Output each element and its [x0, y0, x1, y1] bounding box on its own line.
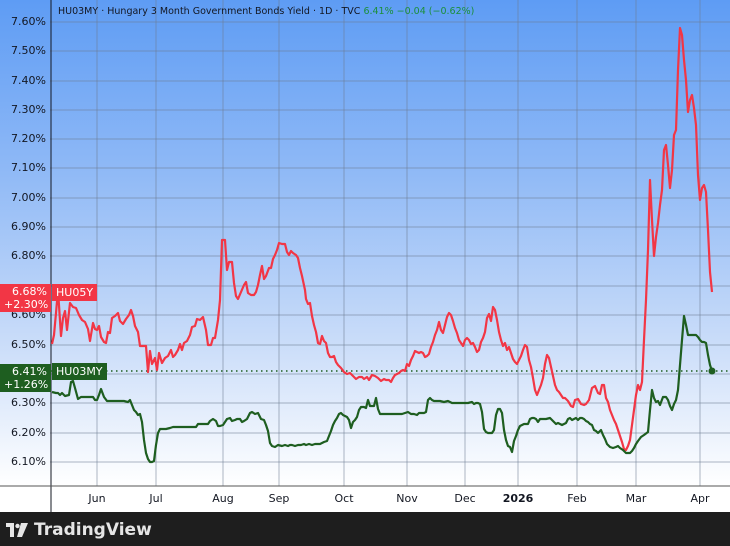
change-value: −0.04 (−0.62%): [396, 6, 475, 17]
series-hu03my-line[interactable]: [51, 314, 714, 464]
hu05y-series-label[interactable]: HU05Y: [52, 284, 98, 301]
x-tick: Mar: [625, 492, 647, 505]
y-grid: [50, 21, 730, 463]
last-point-marker: [708, 367, 716, 375]
separator: ·: [101, 6, 108, 17]
hu05y-last-value: 6.68%: [12, 285, 47, 298]
last-value: 6.41%: [363, 6, 394, 17]
hu03my-last-value: 6.41%: [12, 365, 47, 378]
x-tick: Nov: [396, 492, 418, 505]
y-tick: 6.90%: [11, 220, 46, 233]
y-tick: 7.20%: [11, 132, 46, 145]
x-tick: Dec: [454, 492, 476, 505]
hu05y-change: +2.30%: [4, 298, 49, 311]
y-tick: 7.50%: [11, 44, 46, 57]
x-tick: Jul: [149, 492, 163, 505]
y-tick: 7.40%: [11, 74, 46, 87]
x-tick: Jun: [88, 492, 106, 505]
tradingview-logo[interactable]: TradingView: [6, 520, 152, 540]
separator: ·: [335, 6, 342, 17]
hu03my-change: +1.26%: [4, 378, 49, 391]
y-tick: 7.60%: [11, 15, 46, 28]
y-tick: 6.80%: [11, 249, 46, 262]
tradingview-logo-icon: [6, 523, 28, 537]
x-tick: Sep: [268, 492, 290, 505]
separator: ·: [312, 6, 320, 17]
source: TVC: [341, 6, 361, 17]
chart-area[interactable]: 7.60% 7.50% 7.40% 7.30% 7.20% 7.10% 7.00…: [0, 0, 730, 512]
hu03my-series-label[interactable]: HU03MY: [52, 363, 107, 380]
footer: TradingView: [0, 512, 730, 546]
x-tick: Apr: [690, 492, 710, 505]
x-tick-year: 2026: [502, 492, 534, 505]
y-tick: 6.50%: [11, 338, 46, 351]
series-hu05y-line[interactable]: [50, 26, 714, 452]
y-tick: 6.30%: [11, 396, 46, 409]
y-tick: 7.10%: [11, 161, 46, 174]
y-tick: 7.00%: [11, 191, 46, 204]
x-tick: Oct: [334, 492, 354, 505]
y-tick: 7.30%: [11, 103, 46, 116]
chart-legend[interactable]: HU03MY · Hungary 3 Month Government Bond…: [58, 6, 474, 17]
x-tick: Feb: [567, 492, 587, 505]
interval: 1D: [319, 6, 333, 17]
hu05y-price-tag: 6.68% +2.30%: [0, 284, 51, 312]
brand-name: TradingView: [34, 520, 152, 540]
x-tick: Aug: [212, 492, 234, 505]
hu03my-price-tag: 6.41% +1.26%: [0, 364, 51, 392]
symbol: HU03MY: [58, 6, 99, 17]
symbol-title: Hungary 3 Month Government Bonds Yield: [107, 6, 310, 17]
chart-canvas[interactable]: [0, 0, 730, 512]
y-tick: 6.10%: [11, 455, 46, 468]
y-tick: 6.20%: [11, 426, 46, 439]
